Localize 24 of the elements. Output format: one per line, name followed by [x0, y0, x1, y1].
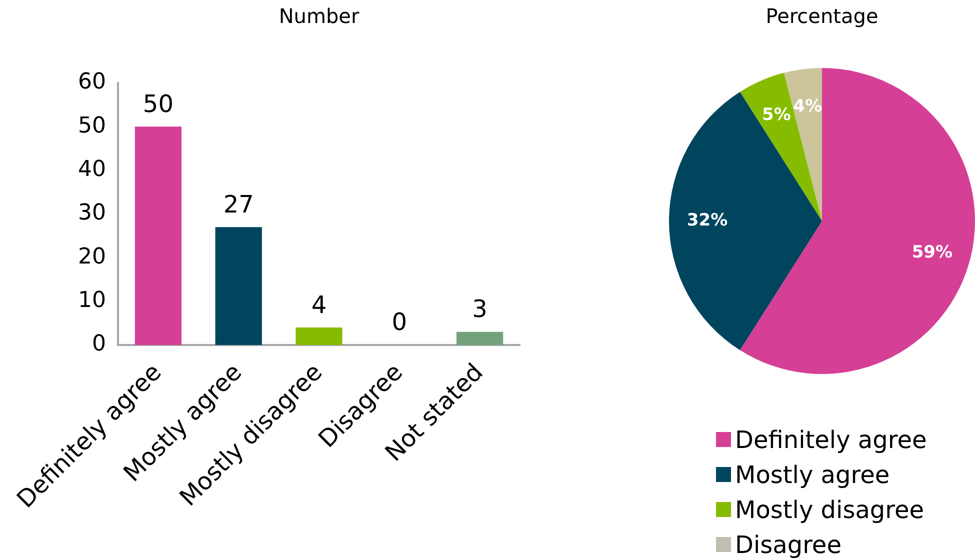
- y-tick-label: 60: [78, 70, 106, 95]
- chart-title: Number: [278, 4, 360, 28]
- data-label: 32%: [686, 210, 728, 230]
- legend-label: Mostly agree: [735, 460, 890, 488]
- chart-title: Percentage: [766, 4, 878, 28]
- data-label: 50: [142, 90, 174, 118]
- y-tick-label: 20: [78, 244, 106, 270]
- legend-label: Disagree: [735, 530, 842, 558]
- y-tick-label: 10: [78, 288, 106, 314]
- y-tick-label: 30: [78, 200, 106, 226]
- y-tick-label: 40: [78, 157, 106, 182]
- bar: [456, 332, 504, 345]
- y-tick-label: 50: [78, 113, 106, 138]
- bar: [215, 227, 262, 345]
- bar: [296, 328, 342, 345]
- data-label: 27: [223, 190, 254, 218]
- bar: [134, 126, 182, 345]
- data-label: 5%: [762, 105, 791, 126]
- data-label: 4%: [793, 96, 822, 117]
- data-label: 59%: [912, 242, 953, 262]
- data-label: 4: [311, 290, 327, 319]
- y-tick-label: 0: [92, 332, 106, 357]
- data-label: 0: [392, 308, 408, 336]
- data-label: 3: [472, 295, 488, 324]
